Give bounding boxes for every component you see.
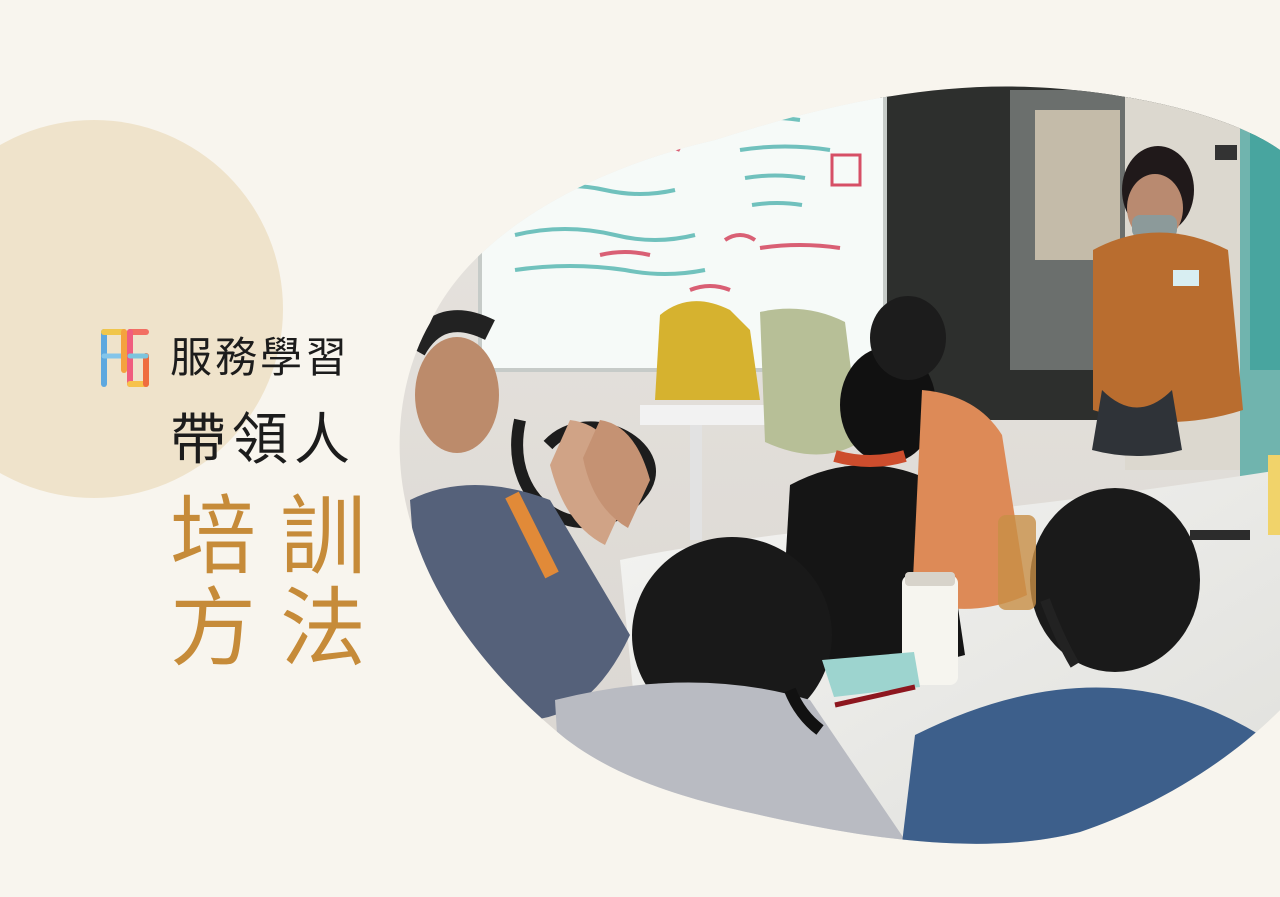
title-line-3: 培訓 bbox=[170, 487, 390, 587]
title-line-2: 帶領人 bbox=[170, 408, 356, 473]
service-learning-logo-icon bbox=[101, 329, 149, 387]
photo-content bbox=[399, 86, 1280, 844]
title-line-4: 方法 bbox=[170, 579, 390, 679]
title-line-1: 服務學習 bbox=[170, 333, 351, 382]
